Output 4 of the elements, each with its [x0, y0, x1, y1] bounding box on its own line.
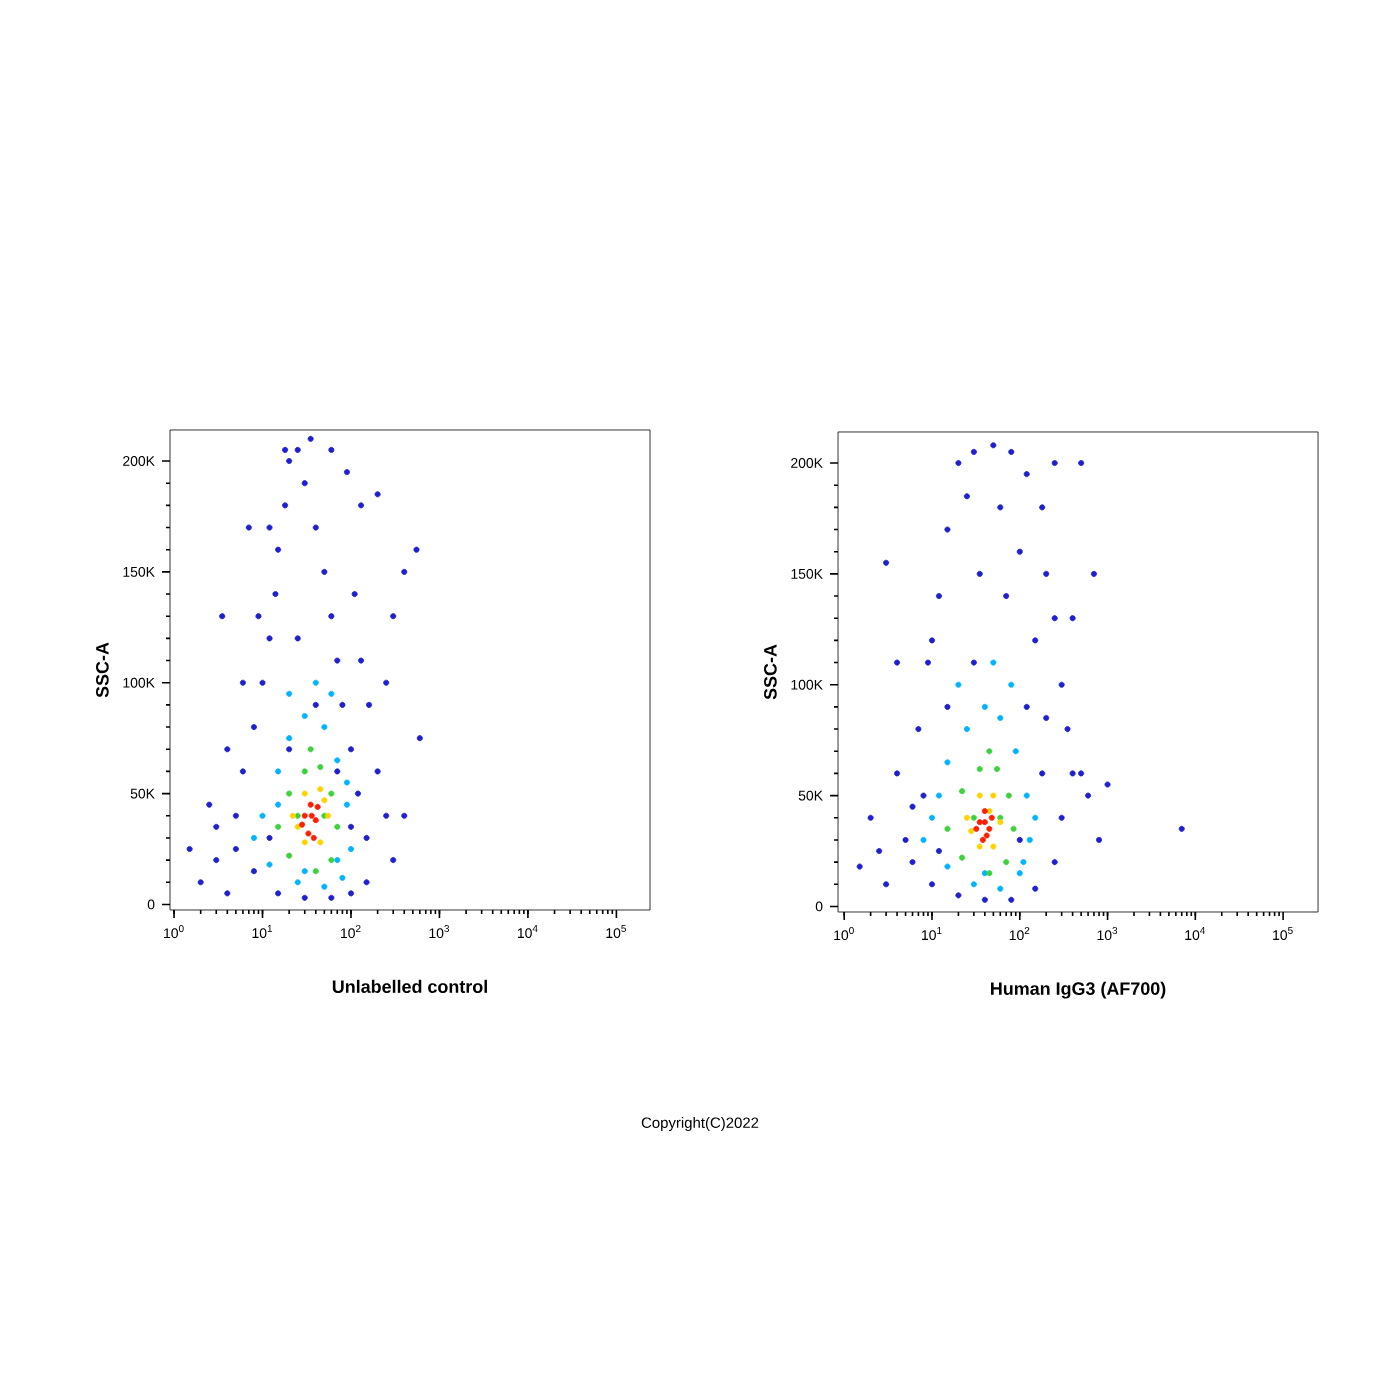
- y-axis-title: SSC-A: [96, 642, 109, 698]
- y-axis-title: SSC-A: [764, 644, 777, 700]
- x-axis-title: Unlabelled control: [332, 979, 487, 993]
- x-axis-title: Human IgG3 (AF700): [991, 981, 1166, 999]
